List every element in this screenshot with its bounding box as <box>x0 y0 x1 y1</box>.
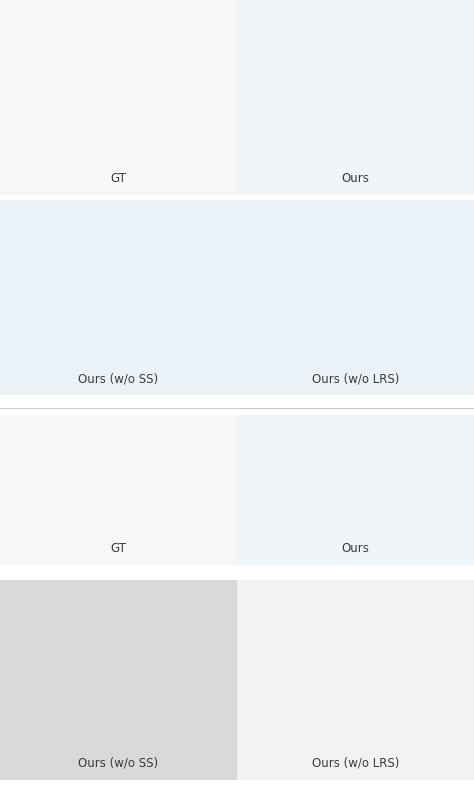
Text: Ours (w/o SS): Ours (w/o SS) <box>78 372 159 385</box>
Text: Ours (w/o LRS): Ours (w/o LRS) <box>312 372 399 385</box>
Text: GT: GT <box>110 542 127 555</box>
FancyBboxPatch shape <box>237 0 474 195</box>
Text: Ours: Ours <box>342 542 369 555</box>
Text: GT: GT <box>110 172 127 185</box>
FancyBboxPatch shape <box>0 415 237 565</box>
FancyBboxPatch shape <box>0 200 237 395</box>
Text: Ours (w/o LRS): Ours (w/o LRS) <box>312 757 399 770</box>
Text: Ours: Ours <box>342 172 369 185</box>
FancyBboxPatch shape <box>0 580 237 780</box>
FancyBboxPatch shape <box>237 580 474 780</box>
Text: Ours (w/o SS): Ours (w/o SS) <box>78 757 159 770</box>
FancyBboxPatch shape <box>0 0 237 195</box>
FancyBboxPatch shape <box>237 415 474 565</box>
FancyBboxPatch shape <box>237 200 474 395</box>
